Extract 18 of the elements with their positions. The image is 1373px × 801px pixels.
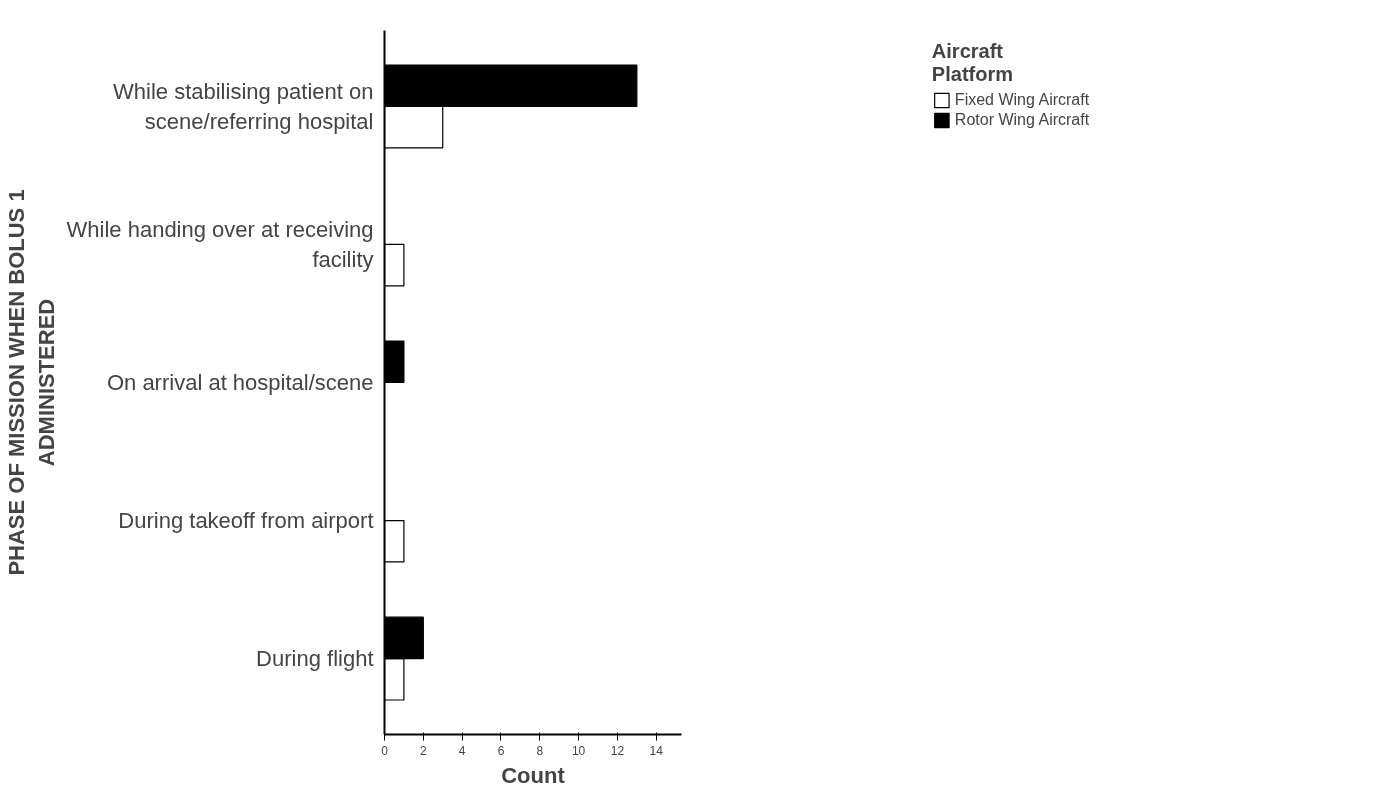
x-tick-label: 2 (419, 743, 427, 758)
x-tick-label: 10 (571, 743, 586, 758)
y-tick-label: While handing over at receiving facility (66, 216, 374, 272)
legend-label: Fixed Wing Aircraft (954, 91, 1090, 109)
y-tick-label: During takeoff from airport (118, 508, 374, 534)
x-tick-label: 8 (536, 743, 544, 758)
x-tick-label: 12 (610, 743, 625, 758)
x-tick-label: 4 (458, 743, 466, 758)
y-axis-title: PHASE OF MISSION WHEN BOLUS 1 ADMINISTERED (3, 189, 59, 576)
y-tick-label: While stabilising patient on scene/referring hospital (113, 78, 374, 134)
y-tick-label: During flight (256, 646, 374, 672)
x-axis-title: Count (501, 762, 566, 788)
legend-title: Aircraft Platform (931, 40, 1014, 86)
x-tick-label: 14 (649, 743, 664, 758)
y-tick-label: On arrival at hospital/scene (106, 370, 374, 395)
legend-label: Rotor Wing Aircraft (954, 111, 1090, 129)
x-tick-label: 0 (381, 743, 389, 758)
x-tick-label: 6 (497, 743, 505, 758)
